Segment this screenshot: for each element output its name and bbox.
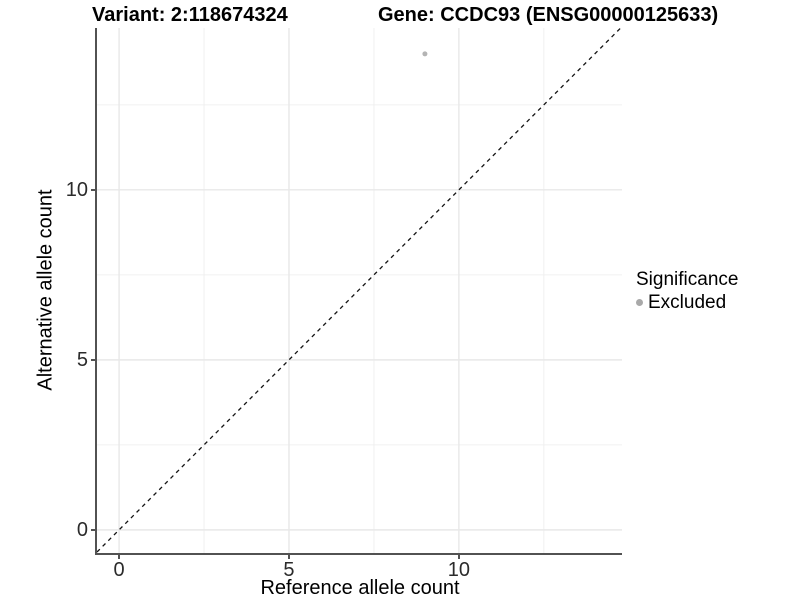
y-tick-label: 10 [65,178,88,201]
legend-point-icon [636,299,643,306]
legend: Significance Excluded [636,268,738,314]
x-axis-title: Reference allele count [260,577,460,599]
legend-title: Significance [636,269,739,290]
x-tick-mark [287,555,290,559]
y-tick-label: 0 [76,518,88,541]
legend-item-label: Excluded [648,291,727,313]
scatter-plot-area [97,28,622,553]
plot-panel [97,28,622,553]
x-tick-mark [457,555,460,559]
x-tick-label: 5 [283,559,295,581]
legend-item-excluded: Excluded [636,291,738,314]
plot-title-variant: Variant: 2:118674324 [92,4,288,26]
x-axis-line [95,553,622,555]
identity-reference-line [97,28,622,553]
plot-title-gene: Gene: CCDC93 (ENSG00000125633) [378,4,719,26]
y-tick-label: 5 [76,348,88,371]
x-tick-label: 0 [113,559,125,581]
y-tick-mark [91,528,95,531]
x-tick-label: 10 [447,559,471,581]
y-tick-mark [91,188,95,191]
x-tick-mark [118,555,121,559]
data-point [422,51,428,57]
y-axis-line [95,28,97,555]
y-tick-mark [91,358,95,361]
